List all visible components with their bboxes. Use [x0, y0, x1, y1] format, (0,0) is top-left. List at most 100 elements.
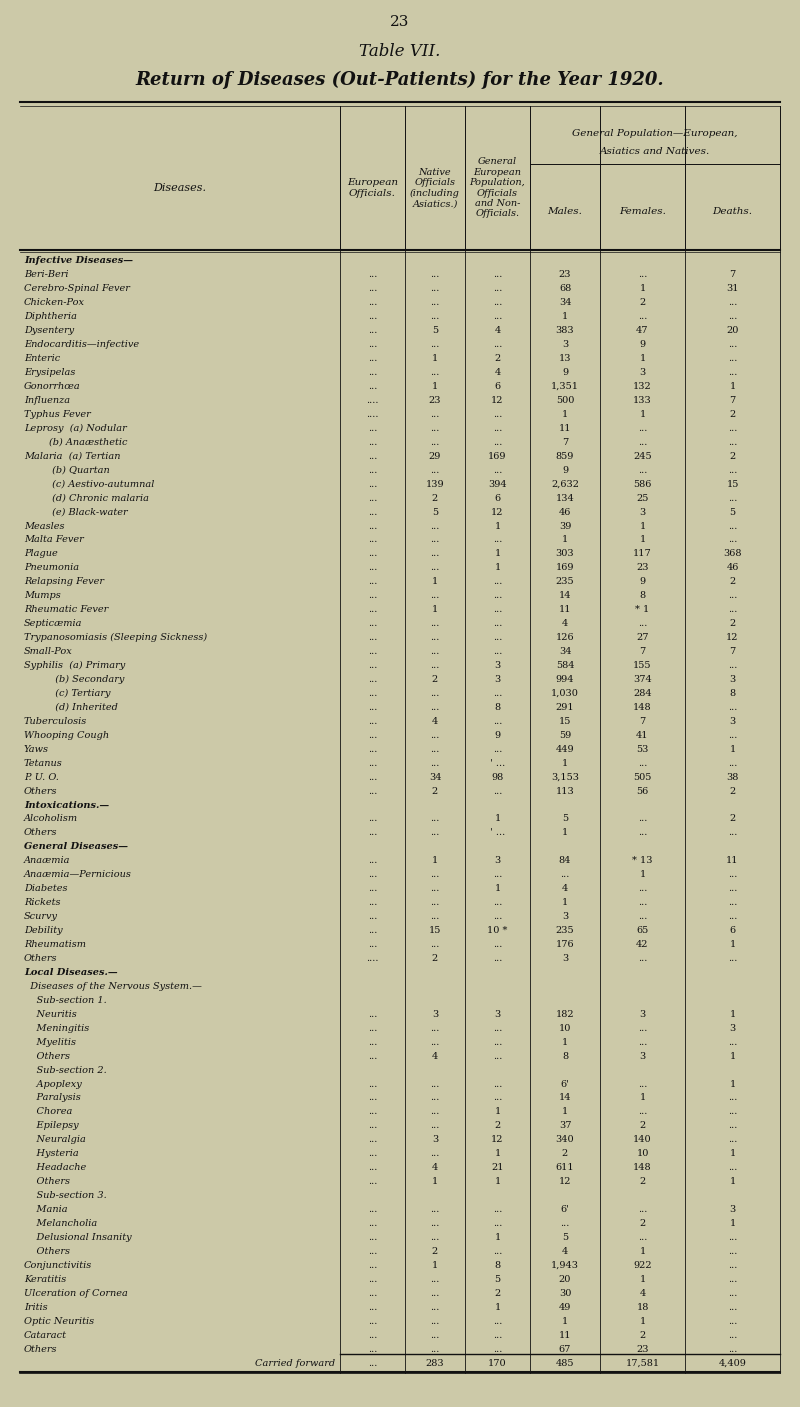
Text: Neuritis: Neuritis [24, 1010, 77, 1019]
Text: 12: 12 [491, 1135, 504, 1144]
Text: Infective Diseases—: Infective Diseases— [24, 256, 133, 266]
Text: ...: ... [368, 563, 377, 573]
Text: 9: 9 [562, 369, 568, 377]
Text: ...: ... [368, 815, 377, 823]
Text: ...: ... [728, 1135, 737, 1144]
Text: Chicken-Pox: Chicken-Pox [24, 298, 85, 307]
Text: ...: ... [368, 312, 377, 321]
Text: ...: ... [493, 689, 502, 698]
Text: ...: ... [493, 591, 502, 601]
Text: ...: ... [638, 912, 647, 922]
Text: ...: ... [368, 1051, 377, 1061]
Text: ...: ... [368, 912, 377, 922]
Text: 23: 23 [636, 1345, 649, 1354]
Text: ...: ... [430, 829, 440, 837]
Text: ...: ... [368, 689, 377, 698]
Text: 1: 1 [639, 1247, 646, 1256]
Text: Anaæmia: Anaæmia [24, 857, 70, 865]
Text: ...: ... [368, 1289, 377, 1297]
Text: 2: 2 [562, 1150, 568, 1158]
Text: 1: 1 [494, 1303, 501, 1311]
Text: (c) Tertiary: (c) Tertiary [24, 689, 110, 698]
Text: ...: ... [430, 619, 440, 628]
Text: ...: ... [368, 508, 377, 516]
Text: (d) Inherited: (d) Inherited [24, 704, 118, 712]
Text: Diabetes: Diabetes [24, 884, 67, 893]
Text: 31: 31 [726, 284, 738, 294]
Text: ...: ... [368, 494, 377, 502]
Text: ...: ... [493, 270, 502, 280]
Text: 1: 1 [730, 1150, 736, 1158]
Text: 15: 15 [726, 480, 738, 488]
Text: ...: ... [493, 605, 502, 615]
Text: ...: ... [368, 772, 377, 782]
Text: 5: 5 [562, 1233, 568, 1242]
Text: ...: ... [368, 619, 377, 628]
Text: Iritis: Iritis [24, 1303, 48, 1311]
Text: ' ...: ' ... [490, 758, 505, 768]
Text: ...: ... [368, 884, 377, 893]
Text: 3: 3 [730, 1024, 736, 1033]
Text: 3: 3 [562, 954, 568, 962]
Text: ...: ... [493, 1317, 502, 1325]
Text: ...: ... [728, 536, 737, 545]
Text: ...: ... [638, 815, 647, 823]
Text: 235: 235 [556, 577, 574, 587]
Text: ...: ... [560, 1218, 570, 1228]
Text: ...: ... [430, 1317, 440, 1325]
Text: ...: ... [493, 1024, 502, 1033]
Text: 2: 2 [432, 954, 438, 962]
Text: 3: 3 [639, 1051, 646, 1061]
Text: ...: ... [368, 1135, 377, 1144]
Text: ...: ... [728, 424, 737, 433]
Text: 18: 18 [636, 1303, 649, 1311]
Text: Scurvy: Scurvy [24, 912, 58, 922]
Text: 994: 994 [556, 675, 574, 684]
Text: Whooping Cough: Whooping Cough [24, 730, 109, 740]
Text: ...: ... [493, 1093, 502, 1103]
Text: ...: ... [430, 549, 440, 559]
Text: 1: 1 [494, 1107, 501, 1116]
Text: 2: 2 [639, 1121, 646, 1130]
Text: ...: ... [368, 466, 377, 474]
Text: Measles: Measles [24, 522, 65, 530]
Text: ...: ... [430, 744, 440, 754]
Text: 2,632: 2,632 [551, 480, 579, 488]
Text: ...: ... [368, 1204, 377, 1214]
Text: 2: 2 [730, 815, 736, 823]
Text: 4: 4 [562, 619, 568, 628]
Text: ...: ... [368, 940, 377, 950]
Text: General
European
Population,
Officials
and Non-
Officials.: General European Population, Officials a… [470, 158, 526, 218]
Text: ...: ... [728, 605, 737, 615]
Text: ...: ... [430, 633, 440, 642]
Text: ...: ... [368, 1233, 377, 1242]
Text: ...: ... [728, 829, 737, 837]
Text: (b) Anaæsthetic: (b) Anaæsthetic [24, 438, 127, 447]
Text: ...: ... [368, 1345, 377, 1354]
Text: General Diseases—: General Diseases— [24, 843, 128, 851]
Text: ...: ... [430, 758, 440, 768]
Text: ...: ... [430, 1331, 440, 1339]
Text: ...: ... [430, 815, 440, 823]
Text: ...: ... [493, 787, 502, 795]
Text: Alcoholism: Alcoholism [24, 815, 78, 823]
Text: 20: 20 [726, 326, 738, 335]
Text: ...: ... [430, 466, 440, 474]
Text: Beri-Beri: Beri-Beri [24, 270, 69, 280]
Text: ...: ... [493, 284, 502, 294]
Text: ...: ... [728, 1247, 737, 1256]
Text: 23: 23 [390, 15, 410, 30]
Text: 41: 41 [636, 730, 649, 740]
Text: Relapsing Fever: Relapsing Fever [24, 577, 104, 587]
Text: ...: ... [728, 1317, 737, 1325]
Text: ...: ... [728, 1331, 737, 1339]
Text: Erysipelas: Erysipelas [24, 369, 75, 377]
Text: Rheumatism: Rheumatism [24, 940, 86, 950]
Text: Sub-section 1.: Sub-section 1. [24, 996, 106, 1005]
Text: ...: ... [368, 871, 377, 879]
Text: 859: 859 [556, 452, 574, 460]
Text: Native
Officials
(including
Asiatics.): Native Officials (including Asiatics.) [410, 167, 460, 208]
Text: 11: 11 [558, 424, 571, 433]
Text: ...: ... [728, 1289, 737, 1297]
Text: 1: 1 [562, 536, 568, 545]
